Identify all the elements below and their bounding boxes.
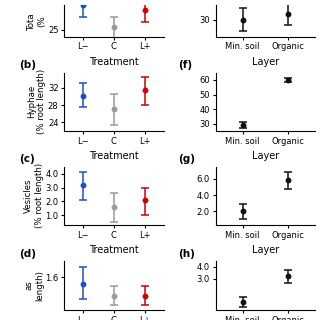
Y-axis label: Tota
(%: Tota (% <box>27 12 46 30</box>
X-axis label: Treatment: Treatment <box>89 57 139 67</box>
Y-axis label: Hyphae
(% root length): Hyphae (% root length) <box>27 69 46 134</box>
Text: (h): (h) <box>178 249 195 259</box>
Text: (c): (c) <box>19 154 35 164</box>
X-axis label: Layer: Layer <box>252 151 279 161</box>
Y-axis label: as
length): as length) <box>24 270 44 301</box>
Text: (b): (b) <box>19 60 36 70</box>
X-axis label: Layer: Layer <box>252 57 279 67</box>
X-axis label: Treatment: Treatment <box>89 245 139 255</box>
X-axis label: Layer: Layer <box>252 245 279 255</box>
Text: (f): (f) <box>178 60 192 70</box>
Text: (g): (g) <box>178 154 195 164</box>
X-axis label: Treatment: Treatment <box>89 151 139 161</box>
Y-axis label: Vesicles
(% root length): Vesicles (% root length) <box>24 163 44 228</box>
Text: (d): (d) <box>19 249 36 259</box>
